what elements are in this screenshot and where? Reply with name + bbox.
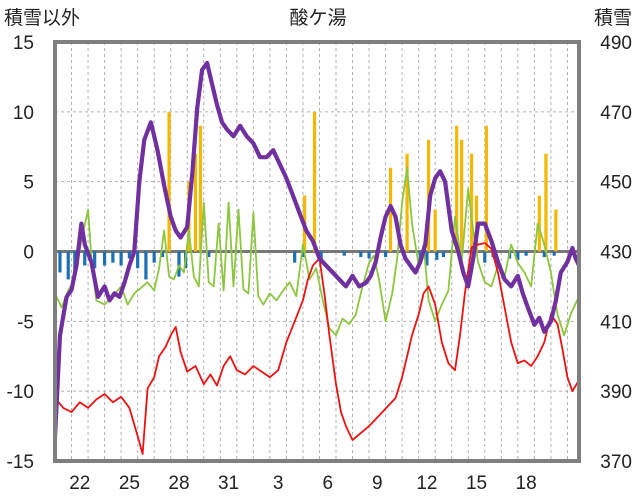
left-tick-label: 0 — [23, 243, 34, 264]
x-tick-label: 15 — [466, 473, 487, 494]
left-tick-label: -15 — [7, 452, 34, 473]
left-tick-label: -5 — [17, 312, 34, 333]
bar-mark — [136, 251, 140, 269]
bar-mark — [177, 251, 181, 277]
bar-mark — [484, 125, 489, 252]
bar-mark — [83, 251, 87, 266]
bar-mark — [433, 209, 437, 252]
bar-mark — [544, 153, 548, 252]
bar-mark — [127, 251, 131, 259]
right-tick-label: 450 — [600, 173, 632, 194]
x-tick-label: 12 — [416, 473, 437, 494]
bar-mark — [58, 251, 62, 273]
bar-mark — [167, 111, 171, 252]
bar-mark — [66, 251, 70, 280]
bar-mark — [367, 251, 371, 259]
x-tick-label: 22 — [69, 473, 90, 494]
x-tick-label: 31 — [218, 473, 239, 494]
x-tick-label: 3 — [273, 473, 284, 494]
x-tick-label: 28 — [168, 473, 189, 494]
bar-mark — [144, 251, 148, 280]
left-tick-label: 15 — [13, 33, 34, 54]
right-tick-label: 430 — [600, 243, 632, 264]
bar-mark — [111, 251, 115, 263]
x-tick-label: 6 — [322, 473, 333, 494]
bar-mark — [405, 153, 409, 252]
bar-mark — [455, 125, 459, 252]
right-tick-label: 370 — [600, 452, 632, 473]
right-tick-label: 470 — [600, 103, 632, 124]
left-tick-label: 10 — [13, 103, 34, 124]
bar-mark — [537, 195, 541, 252]
bar-mark — [554, 209, 558, 252]
right-tick-label: 410 — [600, 312, 632, 333]
bar-mark — [119, 251, 123, 266]
bar-mark — [102, 251, 107, 266]
series-line — [54, 166, 580, 337]
bar-mark — [425, 251, 429, 266]
bar-mark — [383, 251, 388, 258]
bar-mark — [542, 251, 546, 258]
bar-mark — [460, 139, 464, 252]
bar-mark — [516, 251, 520, 260]
bar-mark — [359, 251, 363, 258]
axis-labels: 15 10 5 0 -5 -10 -15 490 470 450 430 410 390 370 22 25 2… — [7, 33, 632, 494]
left-tick-label: 5 — [23, 173, 34, 194]
bar-mark — [552, 251, 556, 256]
bar-mark — [312, 111, 317, 252]
bar-mark — [342, 251, 346, 256]
x-tick-label: 9 — [372, 473, 383, 494]
plot-frame — [53, 40, 581, 463]
bar-mark — [293, 251, 297, 263]
bar-mark — [160, 251, 165, 258]
chart-title: 酸ケ湯 — [289, 7, 346, 29]
bar-mark — [301, 251, 305, 258]
bar-mark — [435, 251, 439, 260]
left-axis-title: 積雪以外 — [4, 7, 80, 29]
left-tick-label: -10 — [7, 382, 34, 403]
bar-mark — [207, 251, 211, 258]
series-line — [52, 60, 582, 439]
right-tick-label: 390 — [600, 382, 632, 403]
bar-mark — [524, 251, 528, 256]
bar-mark — [441, 251, 446, 258]
bar-mark — [483, 251, 487, 263]
x-tick-label: 25 — [119, 473, 140, 494]
series-line — [54, 242, 580, 455]
line-series — [52, 60, 582, 455]
bar-mark — [198, 125, 203, 252]
bar-mark — [152, 251, 156, 263]
right-tick-label: 490 — [600, 33, 632, 54]
bar-mark — [469, 153, 474, 252]
x-tick-label: 18 — [516, 473, 537, 494]
bar-mark — [193, 153, 198, 252]
bar-mark — [93, 251, 97, 269]
right-axis-title: 積雪 — [594, 7, 632, 29]
